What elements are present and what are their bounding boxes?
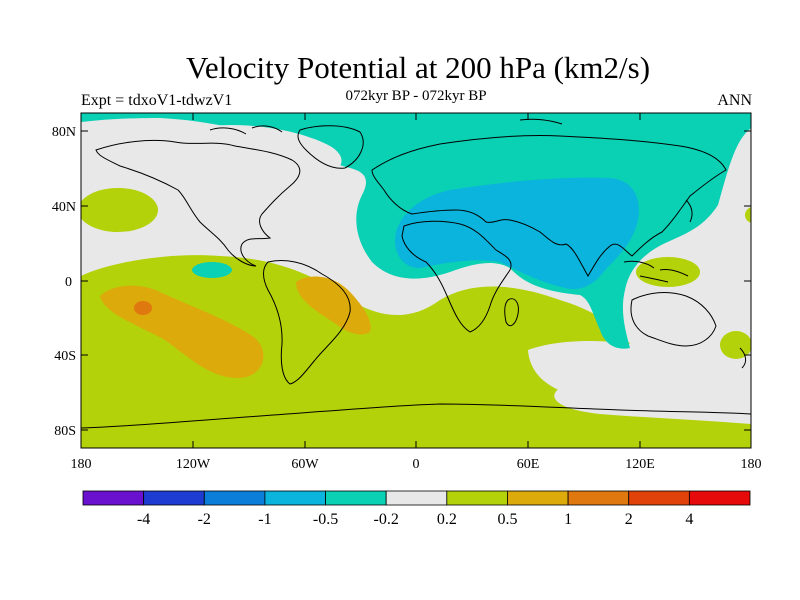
experiment-label: Expt = tdxoV1-tdwzV1 (81, 92, 233, 109)
lon-label: 120E (625, 457, 655, 472)
colorbar-swatch (446, 490, 508, 506)
coast-south-america (263, 260, 351, 385)
dark-orange-spot (134, 301, 152, 315)
coast-new-zealand (739, 347, 747, 369)
coast-arctic-islands (209, 118, 563, 135)
latitude-ticks (81, 130, 751, 431)
colorbar-label: 4 (685, 511, 693, 528)
lat-label: 40N (52, 200, 76, 215)
lon-label: 180 (71, 457, 92, 472)
strong-negative-region (395, 177, 639, 290)
negative-patch-pacific (192, 262, 232, 278)
coast-indonesia (623, 260, 689, 283)
colorbar-swatch (385, 490, 448, 506)
colorbar-swatch (507, 490, 569, 506)
lon-label: 120W (176, 457, 211, 472)
coast-madagascar (504, 298, 519, 327)
lat-label: 40S (54, 349, 76, 364)
lon-label: 60W (291, 457, 319, 472)
colorbar-label: -2 (198, 511, 211, 528)
plot-title: Velocity Potential at 200 hPa (km2/s) (185, 50, 651, 85)
coastlines (81, 118, 751, 429)
colorbar-swatch (628, 490, 690, 506)
colorbar-label: 1 (564, 511, 572, 528)
colorbar-swatch (82, 490, 145, 506)
orange-patch-south-america (296, 276, 371, 335)
colorbar-label: -0.5 (313, 511, 338, 528)
coast-australia (630, 292, 717, 347)
colorbar-label: 0.5 (497, 511, 517, 528)
colorbar-swatch (567, 490, 630, 506)
lon-label: 0 (413, 457, 420, 472)
lat-label: 80N (52, 125, 76, 140)
velocity-potential-field (81, 113, 751, 448)
lat-label: 80S (54, 424, 76, 439)
neutral-patch-southern-ocean (528, 341, 751, 410)
season-label: ANN (717, 92, 752, 109)
longitude-ticks (192, 113, 641, 448)
colorbar-swatch (143, 490, 205, 506)
lon-label: 60E (517, 457, 540, 472)
colorbar-swatch (264, 490, 326, 506)
lon-label: 180 (741, 457, 762, 472)
positive-patch-maritime (636, 257, 700, 287)
lat-label: 0 (65, 275, 72, 290)
coast-north-america (95, 139, 301, 267)
colorbar-label: 0.2 (437, 511, 457, 528)
positive-patch-north-pacific (81, 188, 158, 232)
coast-japan (685, 199, 693, 223)
coast-africa (401, 220, 512, 333)
colorbar-label: -4 (137, 511, 150, 528)
coast-eurasia (371, 134, 727, 277)
colorbar-label: 2 (625, 511, 633, 528)
plot-subtitle: 072kyr BP - 072kyr BP (345, 88, 487, 104)
neutral-pocket-north-atlantic (206, 124, 342, 173)
positive-band-south (81, 255, 751, 448)
colorbar-label: -1 (258, 511, 271, 528)
colorbar-label: -0.2 (374, 511, 399, 528)
coast-antarctica (81, 403, 751, 429)
colorbar: -4 -2 -1 -0.5 -0.2 0.2 0.5 1 2 4 (82, 490, 751, 528)
positive-patch-pacific-east (745, 207, 751, 223)
colorbar-swatch (203, 490, 266, 506)
coast-greenland (297, 125, 364, 169)
colorbar-swatch (325, 490, 387, 506)
colorbar-swatch (688, 490, 751, 506)
